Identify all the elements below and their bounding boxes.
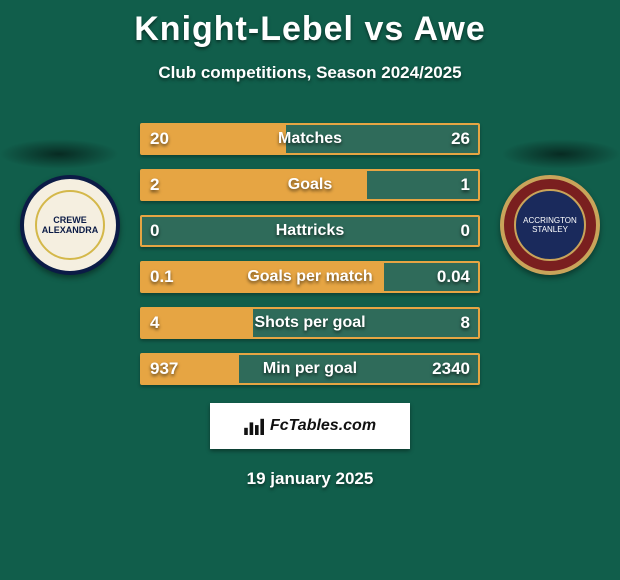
stat-value-left: 0.1: [150, 263, 174, 291]
stat-row: Hattricks0 0: [140, 215, 480, 247]
stat-value-left: 2: [150, 171, 159, 199]
stat-row: Goals2 1: [140, 169, 480, 201]
stat-row: Min per goal937 2340: [140, 353, 480, 385]
stat-row: Matches20 26: [140, 123, 480, 155]
stat-value-right: 26: [451, 125, 470, 153]
stat-value-left: 937: [150, 355, 178, 383]
date-label: 19 january 2025: [0, 469, 620, 489]
stat-value-left: 0: [150, 217, 159, 245]
brand-label: FcTables.com: [244, 417, 376, 435]
stat-row: Goals per match0.1 0.04: [140, 261, 480, 293]
stat-label: Hattricks: [142, 217, 478, 245]
stat-value-left: 4: [150, 309, 159, 337]
stat-label: Goals per match: [142, 263, 478, 291]
team-crest-right: ACCRINGTON STANLEY: [500, 175, 600, 275]
team-crest-left-label: CREWE ALEXANDRA: [35, 190, 105, 260]
shadow-left: [0, 139, 119, 169]
stat-value-left: 20: [150, 125, 169, 153]
stat-label: Min per goal: [142, 355, 478, 383]
stat-bars: Matches20 26 Goals2 1 Hattricks0 0 Goals per m…: [140, 123, 480, 399]
comparison-arena: CREWE ALEXANDRA ACCRINGTON STANLEY Match…: [0, 113, 620, 393]
subtitle: Club competitions, Season 2024/2025: [0, 63, 620, 83]
stat-value-right: 8: [461, 309, 470, 337]
brand-text: FcTables.com: [270, 417, 376, 435]
stat-value-right: 0: [461, 217, 470, 245]
stat-value-right: 1: [461, 171, 470, 199]
team-crest-left: CREWE ALEXANDRA: [20, 175, 120, 275]
stat-label: Goals: [142, 171, 478, 199]
shadow-right: [501, 139, 620, 169]
stat-value-right: 0.04: [437, 263, 470, 291]
stat-value-right: 2340: [432, 355, 470, 383]
stat-label: Matches: [142, 125, 478, 153]
team-crest-right-label: ACCRINGTON STANLEY: [514, 189, 586, 261]
stat-row: Shots per goal4 8: [140, 307, 480, 339]
page-title: Knight-Lebel vs Awe: [0, 0, 620, 49]
brand-box: FcTables.com: [210, 403, 410, 449]
stat-label: Shots per goal: [142, 309, 478, 337]
chart-icon: [244, 417, 266, 435]
